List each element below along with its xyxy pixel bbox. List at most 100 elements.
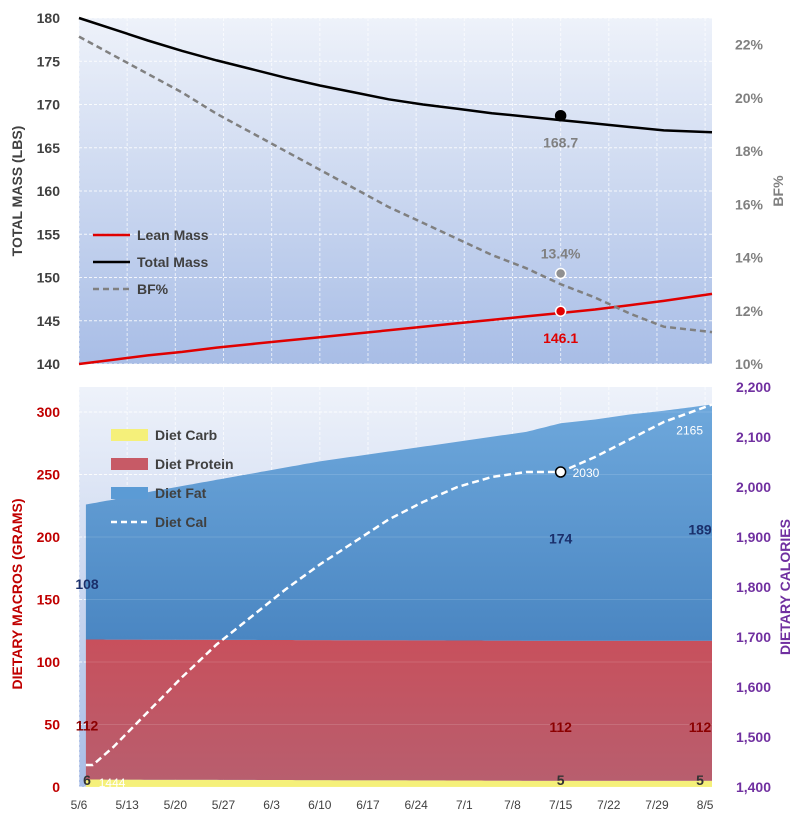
marker-diet-cal: [554, 466, 567, 478]
diet-legend: Diet Carb Diet Protein Diet Fat Diet Cal: [111, 427, 234, 530]
mass-chart: 168.7 13.4% 146.1 140 145 150 155 160 165 170 175…: [9, 10, 786, 372]
cal-tick-1-800: 1,800: [736, 579, 771, 595]
cal-tick-2-000: 2,000: [736, 479, 771, 495]
date-tick-5-6: 5/6: [71, 798, 88, 812]
legend-label-diet-carb: Diet Carb: [155, 427, 217, 443]
data-label-diet-carb-92: 5: [696, 772, 704, 788]
legend-label-bf: BF%: [137, 281, 169, 297]
bf-tick-16: 16%: [735, 196, 764, 212]
cal-tick-1-700: 1,700: [736, 629, 771, 645]
diet-areas: [85, 404, 712, 787]
mass-tick-170: 170: [37, 97, 61, 113]
legend-swatch-diet-fat: [111, 487, 148, 499]
date-tick-8-5: 8/5: [697, 798, 714, 812]
date-tick-7-22: 7/22: [597, 798, 621, 812]
series-line-total-mass: [78, 16, 713, 134]
date-tick-7-1: 7/1: [456, 798, 473, 812]
legend-label-total-mass: Total Mass: [137, 254, 209, 270]
data-label-diet-protein-1: 112: [76, 718, 99, 734]
marker-total-mass: [554, 109, 567, 122]
area-diet-protein: [85, 639, 712, 781]
data-label-diet-protein-70: 112: [549, 719, 572, 735]
date-tick-5-27: 5/27: [212, 798, 236, 812]
mass-gridlines: [78, 17, 712, 365]
area-diet-fat: [85, 404, 712, 641]
data-label-diet-cal-1444: 1444: [99, 776, 126, 790]
diet-left-ticks: 0 50 100 150 200 250 300: [37, 404, 61, 795]
series-line-lean-mass: [78, 292, 713, 366]
annotation-bf: 13.4%: [541, 246, 581, 262]
data-label-diet-fat-70: 174: [549, 531, 573, 547]
data-label-diet-carb-1: 6: [83, 772, 91, 788]
cal-tick-2-200: 2,200: [736, 379, 771, 395]
date-ticks: 5/6 5/13 5/20 5/27 6/3 6/10 6/17 6/24 7/1 7/8 7/15…: [71, 798, 714, 812]
macros-y-axis-title: DIETARY MACROS (GRAMS): [9, 498, 25, 689]
mass-tick-150: 150: [37, 270, 61, 286]
diet-data-labels: 108 174 189 112 112 112 6 5 5 1444 2030 2165: [75, 424, 712, 791]
mass-tick-175: 175: [37, 53, 61, 69]
diet-cal-series: [85, 403, 713, 767]
data-label-diet-protein-92: 112: [689, 719, 712, 735]
mass-left-ticks: 140 145 150 155 160 165 170 175 180: [37, 10, 61, 372]
bf-tick-20: 20%: [735, 90, 764, 106]
cal-tick-1-600: 1,600: [736, 679, 771, 695]
bf-tick-22: 22%: [735, 37, 764, 53]
mass-tick-145: 145: [37, 313, 61, 329]
cal-tick-1-900: 1,900: [736, 529, 771, 545]
diet-tick-150: 150: [37, 592, 61, 608]
diet-tick-0: 0: [52, 779, 60, 795]
date-tick-7-29: 7/29: [645, 798, 669, 812]
series-line-diet-cal: [85, 403, 713, 767]
marker-bf: [554, 267, 567, 280]
bf-tick-10: 10%: [735, 356, 764, 372]
series-line-bf: [78, 35, 713, 334]
bf-tick-14: 14%: [735, 250, 764, 266]
mass-right-ticks: 10% 12% 14% 16% 18% 20% 22%: [735, 37, 764, 372]
diet-tick-200: 200: [37, 529, 61, 545]
date-tick-6-24: 6/24: [404, 798, 428, 812]
mass-tick-165: 165: [37, 140, 61, 156]
legend-label-diet-fat: Diet Fat: [155, 485, 207, 501]
mass-y-axis-title: TOTAL MASS (LBS): [9, 126, 25, 257]
mass-markers: 168.7 13.4% 146.1: [541, 109, 581, 346]
diet-tick-300: 300: [37, 404, 61, 420]
bf-tick-18: 18%: [735, 143, 764, 159]
annotation-total-mass: 168.7: [543, 135, 578, 151]
diet-tick-250: 250: [37, 467, 61, 483]
legend-label-lean-mass: Lean Mass: [137, 227, 209, 243]
diet-tick-100: 100: [37, 654, 61, 670]
area-diet-carb: [85, 779, 712, 787]
legend-swatch-diet-carb: [111, 429, 148, 441]
date-tick-6-17: 6/17: [356, 798, 380, 812]
mass-series: [78, 16, 713, 366]
cal-tick-2-100: 2,100: [736, 429, 771, 445]
date-tick-6-10: 6/10: [308, 798, 332, 812]
cal-tick-1-400: 1,400: [736, 779, 771, 795]
data-label-diet-cal-2030: 2030: [573, 466, 600, 480]
data-label-diet-fat-92: 189: [688, 522, 712, 538]
mass-tick-155: 155: [37, 226, 61, 242]
diet-right-ticks: 1,400 1,500 1,600 1,700 1,800 1,900 2,000 2,100…: [736, 379, 771, 795]
legend-label-diet-cal: Diet Cal: [155, 514, 207, 530]
mass-tick-160: 160: [37, 183, 61, 199]
diet-chart: 108 174 189 112 112 112 6 5 5 1444 2030 2165 0 50 100…: [9, 379, 793, 812]
calories-y-axis-title: DIETARY CALORIES: [777, 519, 793, 655]
diet-tick-50: 50: [44, 717, 60, 733]
mass-legend: Lean Mass Total Mass BF%: [93, 227, 209, 297]
data-label-diet-fat-1: 108: [75, 576, 99, 592]
bf-tick-12: 12%: [735, 303, 764, 319]
data-label-diet-carb-70: 5: [557, 772, 565, 788]
legend-swatch-diet-protein: [111, 458, 148, 470]
diet-grid-overlay: [79, 411, 712, 788]
annotation-lean-mass: 146.1: [543, 330, 578, 346]
mass-tick-140: 140: [37, 356, 61, 372]
date-tick-7-15: 7/15: [549, 798, 573, 812]
date-tick-7-8: 7/8: [504, 798, 521, 812]
legend-label-diet-protein: Diet Protein: [155, 456, 234, 472]
date-tick-5-13: 5/13: [115, 798, 139, 812]
data-label-diet-cal-2165: 2165: [676, 424, 703, 438]
bf-y-axis-title: BF%: [770, 175, 786, 207]
mass-tick-180: 180: [37, 10, 61, 26]
date-tick-6-3: 6/3: [263, 798, 280, 812]
cal-tick-1-500: 1,500: [736, 729, 771, 745]
